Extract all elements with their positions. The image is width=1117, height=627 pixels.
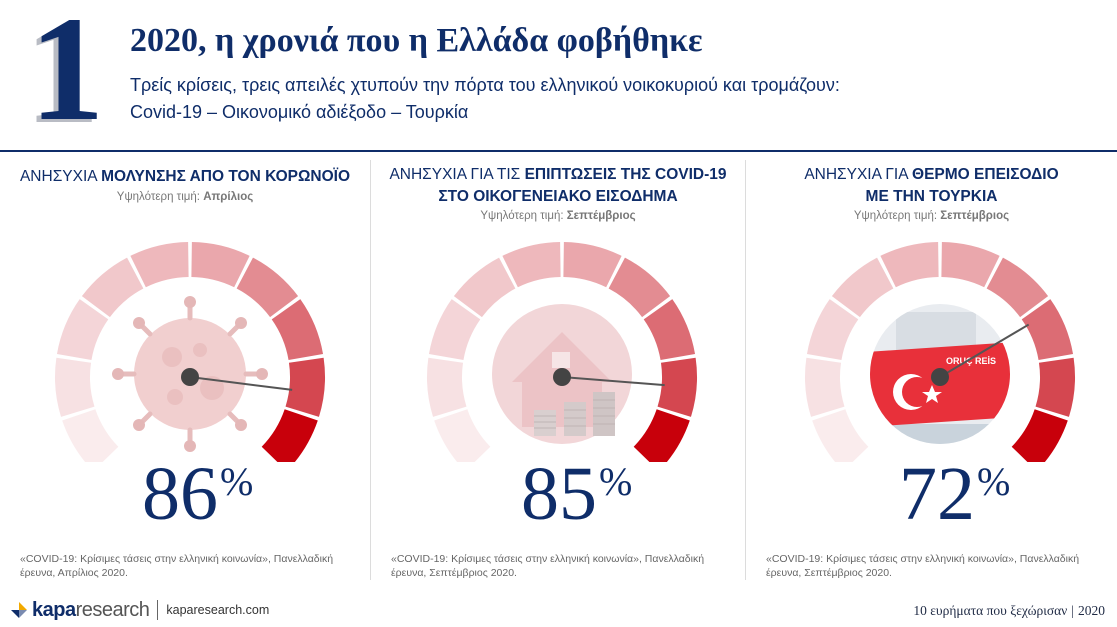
gauge-segment <box>434 409 491 462</box>
gauge-needle <box>939 323 1030 378</box>
peak-label: Υψηλότερη τιμή: <box>480 210 567 222</box>
gauge-chart <box>54 242 325 462</box>
panel-title-line-2: ΣΤΟ ΟΙΚΟΓΕΝΕΙΑΚΟ ΕΙΣΟΔΗΜΑ <box>438 188 678 205</box>
panel-peak: Υψηλότερη τιμή: Σεπτέμβριος <box>371 210 745 222</box>
footer-year: 2020 <box>1078 603 1105 618</box>
header-rule <box>0 150 1117 152</box>
panel-title-prefix: ΑΝΗΣΥΧΙΑ ΓΙΑ <box>804 166 913 183</box>
panel-divider <box>370 160 371 580</box>
panel-title: ΑΝΗΣΥΧΙΑ ΜΟΛΥΝΣΗΣ ΑΠΟ ΤΟΝ ΚΟΡΩΝΟΪΟ <box>0 166 370 188</box>
kapa-logo-icon <box>11 602 27 618</box>
percent-value: 85% <box>521 456 632 532</box>
gauge-segment <box>986 257 1049 318</box>
panel-peak: Υψηλότερη τιμή: Απρίλιος <box>0 191 370 203</box>
panel-title-bold: ΕΠΙΠΤΩΣΕΙΣ ΤΗΣ COVID-19 <box>524 166 727 183</box>
footer-caption-text: 10 ευρήματα που ξεχώρισαν <box>913 603 1068 618</box>
gauge-segment <box>831 257 894 318</box>
subtitle-line-1: Τρείς κρίσεις, τρεις απειλές χτυπούν την… <box>130 75 840 95</box>
gauge-needle <box>561 376 665 387</box>
gauge-segment <box>806 299 859 360</box>
percent-sign: % <box>220 459 254 504</box>
percent-number: 86 <box>142 452 218 536</box>
page-title: 2020, η χρονιά που η Ελλάδα φοβήθηκε <box>130 22 703 59</box>
percent-number: 72 <box>899 452 975 536</box>
gauge-hub <box>181 368 199 386</box>
gauge-segment <box>56 299 109 360</box>
gauge-segment <box>1035 357 1075 417</box>
panel-divider <box>745 160 746 580</box>
gauge-segment <box>428 299 481 360</box>
gauge-needle <box>189 376 293 391</box>
gauge-segment <box>54 357 95 417</box>
peak-label: Υψηλότερη τιμή: <box>116 191 204 203</box>
gauge-chart: ORUÇ REİS <box>805 242 1075 462</box>
percent-number: 85 <box>521 452 597 536</box>
ship-name-text: ORUÇ REİS <box>946 356 996 366</box>
gauge-chart <box>427 242 697 462</box>
peak-value: Απρίλιος <box>203 191 254 203</box>
panel-title-prefix: ΑΝΗΣΥΧΙΑ <box>19 168 102 185</box>
gauge-segment <box>880 242 939 288</box>
logo-separator <box>157 600 159 620</box>
gauge-segment <box>81 257 144 318</box>
footer-separator: | <box>1071 603 1074 618</box>
panel-title: ΑΝΗΣΥΧΙΑ ΓΙΑ ΤΙΣ ΕΠΙΠΤΩΣΕΙΣ ΤΗΣ COVID-19 <box>371 164 745 186</box>
panel-title-prefix: ΑΝΗΣΥΧΙΑ ΓΙΑ ΤΙΣ <box>389 166 525 183</box>
gauge-segment <box>643 299 696 360</box>
gauge-segment <box>941 242 1000 288</box>
gauge-segment <box>633 409 690 462</box>
gauge-segment <box>261 409 318 462</box>
percent-value: 72% <box>899 456 1010 532</box>
peak-label: Υψηλότερη τιμή: <box>853 210 941 222</box>
source-note: «COVID-19: Κρίσιμες τάσεις στην ελληνική… <box>391 553 705 579</box>
panel-title-bold: ΜΟΛΥΝΣΗΣ ΑΠΟ ΤΟΝ ΚΟΡΩΝΟΪΟ <box>101 168 351 185</box>
gauge-segment <box>1021 299 1074 360</box>
panel-covid-infection: ΑΝΗΣΥΧΙΑ ΜΟΛΥΝΣΗΣ ΑΠΟ ΤΟΝ ΚΟΡΩΝΟΪΟ Υψηλό… <box>0 152 370 592</box>
gauge-segment <box>502 242 561 288</box>
gauge-segment <box>563 242 622 288</box>
gauge-segment <box>812 409 869 462</box>
peak-value: Σεπτέμβριος <box>940 210 1010 222</box>
gauge-segment <box>427 357 467 417</box>
gauge-segment <box>62 409 119 462</box>
logo-bold: kapa <box>32 598 76 621</box>
gauge-segment <box>285 357 325 417</box>
panel-title-line-2: ΜΕ ΤΗΝ ΤΟΥΡΚΙΑ <box>865 188 998 205</box>
gauge-segment <box>657 357 697 417</box>
panel-peak: Υψηλότερη τιμή: Σεπτέμβριος <box>746 210 1117 222</box>
footer-caption: 10 ευρήματα που ξεχώρισαν | 2020 <box>911 603 1107 619</box>
gauge-segment <box>271 299 324 360</box>
gauge-segment <box>130 242 189 288</box>
gauge-hub <box>931 368 949 386</box>
footer-url[interactable]: kaparesearch.com <box>166 603 270 617</box>
logo-light: research <box>75 598 150 621</box>
percent-sign: % <box>599 459 633 504</box>
panel-turkey-incident: ΑΝΗΣΥΧΙΑ ΓΙΑ ΘΕΡΜΟ ΕΠΕΙΣΟΔΙΟ ΜΕ ΤΗΝ ΤΟΥΡ… <box>746 152 1117 592</box>
footer-logo: kaparesearch kaparesearch.com <box>10 598 269 622</box>
gauge-segment <box>191 242 250 288</box>
panel-income-impact: ΑΝΗΣΥΧΙΑ ΓΙΑ ΤΙΣ ΕΠΙΠΤΩΣΕΙΣ ΤΗΣ COVID-19… <box>371 152 745 592</box>
section-number: 1 <box>29 0 105 152</box>
gauge-segment <box>805 357 845 417</box>
source-note: «COVID-19: Κρίσιμες τάσεις στην ελληνική… <box>20 553 334 579</box>
gauge-hub <box>553 368 571 386</box>
subtitle-line-2: Covid-19 – Οικονομικό αδιέξοδο – Τουρκία <box>130 102 469 122</box>
logo-wordmark: kaparesearch <box>32 598 150 622</box>
gauge-segment <box>608 257 671 318</box>
panel-title: ΑΝΗΣΥΧΙΑ ΓΙΑ ΘΕΡΜΟ ΕΠΕΙΣΟΔΙΟ <box>746 164 1117 186</box>
gauge-segment <box>453 257 516 318</box>
peak-value: Σεπτέμβριος <box>566 210 636 222</box>
source-note: «COVID-19: Κρίσιμες τάσεις στην ελληνική… <box>766 553 1080 579</box>
gauge-segment <box>1011 409 1068 462</box>
panel-title-bold: ΘΕΡΜΟ ΕΠΕΙΣΟΔΙΟ <box>912 166 1059 183</box>
gauge-segment <box>236 257 299 318</box>
percent-sign: % <box>977 459 1011 504</box>
percent-value: 86% <box>142 456 253 532</box>
page-subtitle: Τρείς κρίσεις, τρεις απειλές χτυπούν την… <box>130 72 950 126</box>
